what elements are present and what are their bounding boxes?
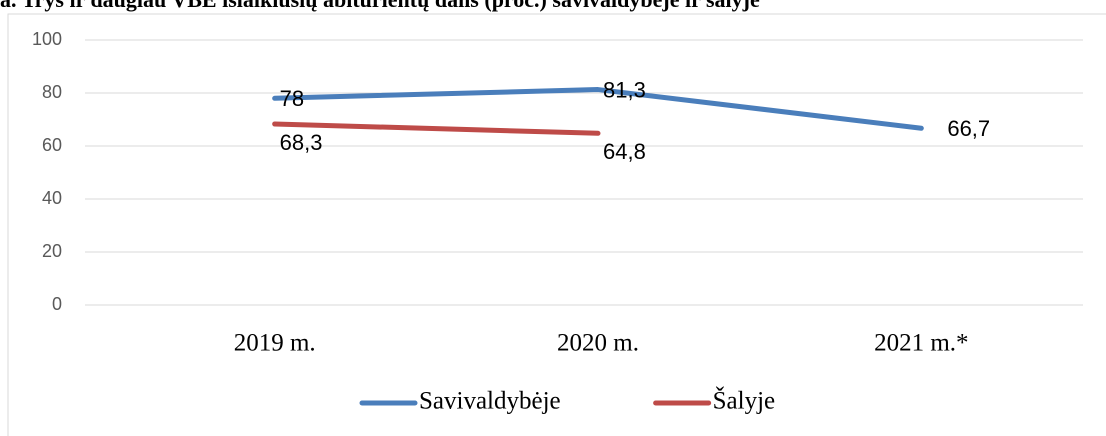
- x-tick-label: 2019 m.: [234, 330, 316, 357]
- data-label: 64,8: [603, 139, 646, 164]
- series-line: [272, 121, 601, 136]
- legend-label: Šalyje: [713, 386, 776, 415]
- data-label: 66,7: [947, 116, 990, 141]
- y-tick-label: 80: [42, 82, 62, 102]
- data-label: 68,3: [280, 130, 323, 155]
- data-label: 81,3: [603, 77, 646, 102]
- chart-frame: [7, 13, 1106, 436]
- y-tick-label: 0: [52, 294, 62, 314]
- y-tick-label: 60: [42, 135, 62, 155]
- x-tick-label: 2020 m.: [557, 330, 639, 357]
- legend-label: Savivaldybėje: [419, 388, 561, 415]
- data-label: 78: [280, 86, 304, 111]
- series-line: [272, 87, 924, 131]
- y-tick-label: 100: [32, 29, 62, 49]
- chart-title: a. Trys ir daugiau VBE išlaikiusių abitu…: [0, 0, 760, 12]
- y-tick-label: 20: [42, 241, 62, 261]
- x-tick-label: 2021 m.*: [874, 330, 968, 357]
- y-tick-label: 40: [42, 188, 62, 208]
